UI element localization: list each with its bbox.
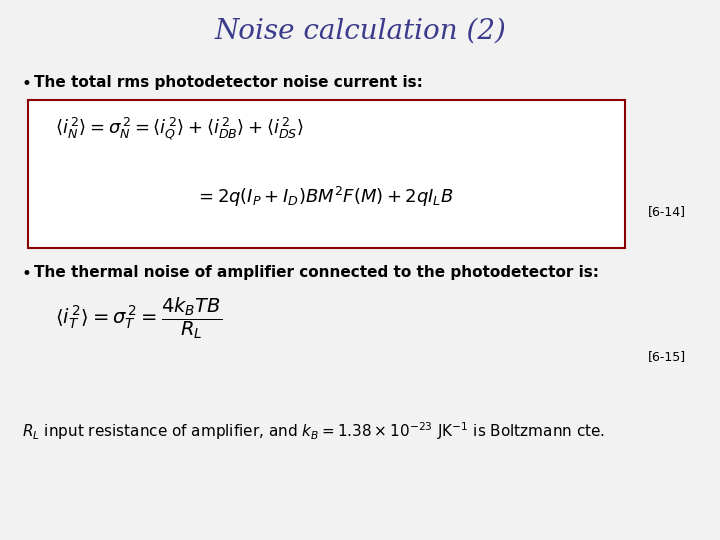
Text: [6-15]: [6-15]	[648, 350, 686, 363]
Text: $\langle i_T^{\,2}\rangle = \sigma_T^{\,2} = \dfrac{4k_B TB}{R_L}$: $\langle i_T^{\,2}\rangle = \sigma_T^{\,…	[55, 295, 222, 341]
Text: The thermal noise of amplifier connected to the photodetector is:: The thermal noise of amplifier connected…	[34, 265, 599, 280]
Text: $\langle i_N^{\,2}\rangle = \sigma_N^{\,2} = \langle i_Q^{\,2}\rangle + \langle : $\langle i_N^{\,2}\rangle = \sigma_N^{\,…	[55, 115, 304, 141]
Text: •: •	[22, 75, 32, 93]
Text: The total rms photodetector noise current is:: The total rms photodetector noise curren…	[34, 75, 423, 90]
Text: •: •	[22, 265, 32, 283]
Text: $= 2q(I_P + I_D)BM^2F(M) + 2qI_L B$: $= 2q(I_P + I_D)BM^2F(M) + 2qI_L B$	[195, 185, 454, 209]
Text: Noise calculation (2): Noise calculation (2)	[214, 18, 506, 45]
Text: [6-14]: [6-14]	[648, 205, 686, 218]
Text: $R_L$ input resistance of amplifier, and $k_B = 1.38\times10^{-23}$ JK$^{-1}$ is: $R_L$ input resistance of amplifier, and…	[22, 420, 606, 442]
Bar	[28, 100, 625, 248]
